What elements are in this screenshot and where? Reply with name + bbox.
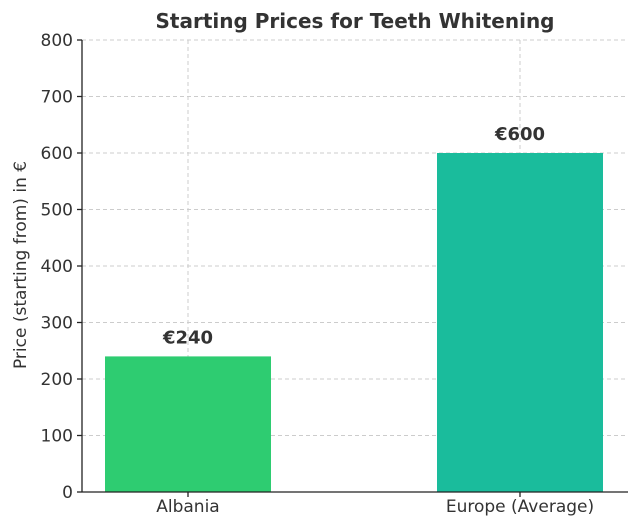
y-tick-label: 600	[41, 144, 73, 164]
x-tick-label: Europe (Average)	[446, 497, 594, 517]
y-tick-label: 0	[62, 483, 73, 503]
y-axis-label: Price (starting from) in €	[11, 161, 31, 369]
chart-title: Starting Prices for Teeth Whitening	[156, 9, 555, 33]
x-tick-label: Albania	[156, 497, 219, 517]
y-tick-label: 300	[41, 314, 73, 334]
y-tick-label: 100	[41, 427, 73, 447]
y-tick-label: 800	[41, 31, 73, 51]
bar-albania	[105, 356, 271, 492]
axes	[77, 39, 628, 497]
y-tick-label: 400	[41, 257, 73, 277]
labels: 0 100 200 300 400 500 600 700 800 €240 €600 Albania…	[41, 31, 595, 517]
data-label: €240	[162, 327, 213, 348]
y-tick-label: 700	[41, 88, 73, 108]
y-tick-label: 200	[41, 370, 73, 390]
data-label: €600	[494, 124, 545, 145]
bars	[105, 153, 603, 492]
bar-europe-average	[437, 153, 603, 492]
y-tick-label: 500	[41, 201, 73, 221]
